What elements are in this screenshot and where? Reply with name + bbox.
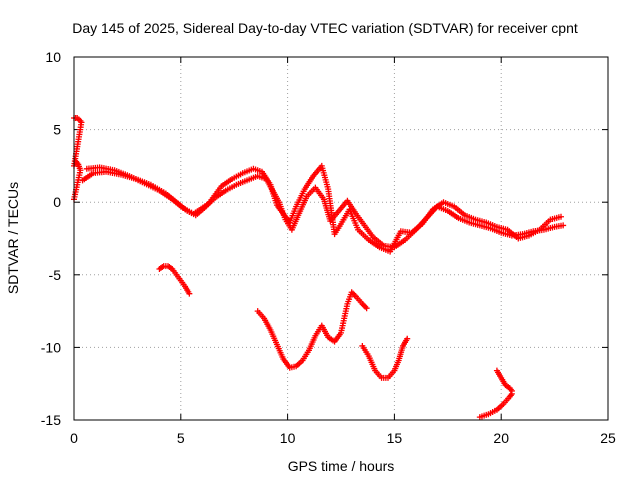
chart-title: Day 145 of 2025, Sidereal Day-to-day VTE… [72, 20, 578, 36]
axis-ticks [73, 56, 609, 421]
grid-lines [74, 57, 608, 420]
x-tick-label: 25 [600, 430, 616, 446]
series-track-8.5-to-13.7h [254, 289, 370, 371]
x-tick-label: 5 [177, 430, 185, 446]
data-point [404, 335, 411, 342]
data-point [560, 222, 567, 229]
y-tick-label: 0 [53, 194, 61, 210]
series-start-cluster [71, 114, 85, 203]
data-point [558, 213, 565, 220]
data-point [186, 290, 193, 297]
x-tick-labels: 0 5 10 15 20 25 [70, 430, 616, 446]
series-main-track-a [79, 168, 567, 251]
y-tick-label: -10 [41, 339, 61, 355]
y-tick-labels: -15 -10 -5 0 5 10 [41, 49, 61, 428]
x-tick-label: 0 [70, 430, 78, 446]
y-axis-label: SDTVAR / TECUs [5, 182, 21, 294]
x-axis-label: GPS time / hours [288, 458, 395, 474]
series-main-track-b [83, 162, 565, 255]
series-track-4-to-5.5h [156, 263, 193, 297]
x-tick-label: 10 [280, 430, 296, 446]
x-tick-label: 20 [493, 430, 509, 446]
y-tick-label: 5 [53, 122, 61, 138]
series-track-13.5-to-15.6h [359, 335, 411, 381]
plot-frame [73, 56, 609, 421]
x-tick-label: 15 [387, 430, 403, 446]
y-tick-label: -5 [49, 267, 62, 283]
data-points [71, 114, 567, 421]
data-point [508, 387, 515, 394]
data-point [363, 305, 370, 312]
y-tick-label: -15 [41, 412, 61, 428]
series-track-19-to-20.5h [476, 390, 515, 421]
series-track-19.8-to-20.5h [493, 367, 515, 394]
y-tick-label: 10 [45, 49, 61, 65]
